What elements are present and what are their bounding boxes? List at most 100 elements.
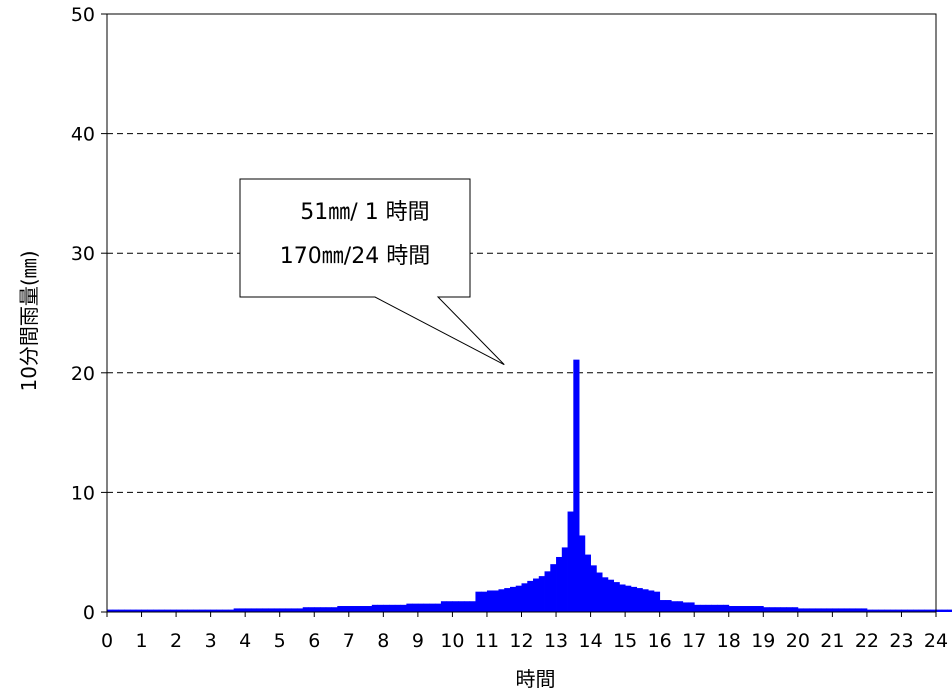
bar-117 bbox=[780, 607, 787, 612]
bar-104 bbox=[705, 604, 712, 612]
bar-40 bbox=[337, 606, 344, 612]
bar-99 bbox=[676, 601, 684, 612]
bar-136 bbox=[889, 609, 897, 612]
x-tick-label-17: 17 bbox=[682, 630, 706, 652]
bar-47 bbox=[377, 604, 384, 612]
bar-114 bbox=[763, 607, 770, 612]
bar-53 bbox=[412, 603, 419, 612]
x-tick-label-3: 3 bbox=[205, 630, 217, 652]
bar-63 bbox=[469, 601, 476, 612]
bar-25 bbox=[250, 608, 258, 612]
bar-79 bbox=[561, 547, 568, 612]
x-axis-title: 時間 bbox=[516, 667, 556, 691]
bar-107 bbox=[723, 604, 730, 612]
x-tick-label-5: 5 bbox=[274, 630, 286, 652]
bar-76 bbox=[544, 571, 551, 612]
callout-box bbox=[239, 178, 505, 366]
bar-101 bbox=[688, 602, 695, 612]
bar-103 bbox=[699, 604, 707, 612]
x-tick-label-24: 24 bbox=[924, 630, 948, 652]
bar-88 bbox=[613, 582, 620, 612]
bar-20 bbox=[222, 609, 229, 612]
bar-92 bbox=[636, 588, 643, 612]
bar-82 bbox=[579, 535, 586, 612]
bar-27 bbox=[262, 608, 269, 612]
x-tick-label-15: 15 bbox=[613, 630, 637, 652]
bar-73 bbox=[527, 580, 534, 612]
bar-93 bbox=[642, 589, 649, 612]
bar-111 bbox=[746, 606, 753, 612]
x-axis-ticks: 0 1 2 3 4 5 6 7 8 9 10 11 12 13 14 15 16 17 18 19 20 21 22 23 24 bbox=[101, 612, 948, 652]
bar-84 bbox=[590, 565, 597, 612]
bar-123 bbox=[815, 608, 822, 612]
bar-127 bbox=[838, 608, 845, 612]
bar-132 bbox=[866, 609, 874, 612]
bar-133 bbox=[872, 609, 879, 612]
bar-96 bbox=[659, 600, 666, 612]
bar-19 bbox=[216, 609, 223, 612]
bar-45 bbox=[366, 606, 373, 612]
bar-11 bbox=[170, 609, 177, 612]
bar-61 bbox=[458, 601, 465, 612]
x-tick-label-11: 11 bbox=[475, 630, 499, 652]
bar-7 bbox=[147, 609, 154, 612]
y-tick-label-40: 40 bbox=[71, 124, 95, 146]
bar-75 bbox=[538, 576, 545, 612]
bar-135 bbox=[884, 609, 891, 612]
bar-100 bbox=[682, 602, 689, 612]
bar-130 bbox=[855, 608, 862, 612]
bar-39 bbox=[331, 607, 338, 612]
bar-18 bbox=[210, 609, 217, 612]
bar-65 bbox=[481, 591, 488, 612]
bar-80 bbox=[567, 511, 574, 612]
annotation-callout: 51㎜/ 1 時間 170㎜/24 時間 bbox=[239, 178, 505, 366]
bar-72 bbox=[521, 583, 528, 612]
bar-105 bbox=[711, 604, 718, 612]
bar-119 bbox=[792, 607, 799, 612]
bar-34 bbox=[302, 607, 309, 612]
x-tick-label-22: 22 bbox=[855, 630, 879, 652]
bar-12 bbox=[176, 609, 183, 612]
bar-8 bbox=[153, 609, 160, 612]
x-tick-label-14: 14 bbox=[578, 630, 602, 652]
bar-58 bbox=[440, 601, 448, 612]
bar-3 bbox=[124, 609, 131, 612]
x-tick-label-12: 12 bbox=[509, 630, 533, 652]
x-tick-label-10: 10 bbox=[440, 630, 464, 652]
gridlines bbox=[107, 133, 936, 493]
bar-46 bbox=[371, 604, 378, 612]
x-tick-label-23: 23 bbox=[889, 630, 913, 652]
x-tick-label-2: 2 bbox=[170, 630, 182, 652]
x-tick-label-21: 21 bbox=[820, 630, 844, 652]
x-tick-label-0: 0 bbox=[101, 630, 113, 652]
x-tick-label-4: 4 bbox=[239, 630, 251, 652]
x-tick-label-7: 7 bbox=[343, 630, 355, 652]
bar-54 bbox=[417, 603, 425, 612]
bar-37 bbox=[320, 607, 327, 612]
bar-67 bbox=[492, 590, 499, 612]
bar-87 bbox=[607, 579, 615, 612]
y-tick-label-0: 0 bbox=[83, 602, 95, 624]
bar-113 bbox=[757, 606, 764, 612]
bar-50 bbox=[394, 604, 402, 612]
bar-125 bbox=[826, 608, 833, 612]
bar-91 bbox=[630, 586, 638, 612]
x-tick-label-9: 9 bbox=[412, 630, 424, 652]
bar-44 bbox=[360, 606, 367, 612]
bar-16 bbox=[199, 609, 206, 612]
bar-66 bbox=[486, 590, 494, 612]
bar-129 bbox=[849, 608, 856, 612]
bar-41 bbox=[343, 606, 350, 612]
x-tick-label-1: 1 bbox=[135, 630, 147, 652]
bar-29 bbox=[273, 608, 281, 612]
bar-139 bbox=[907, 609, 914, 612]
bar-78 bbox=[556, 556, 563, 612]
bar-83 bbox=[584, 554, 591, 612]
bar-0 bbox=[107, 609, 114, 612]
bar-90 bbox=[625, 585, 632, 612]
bar-85 bbox=[596, 572, 603, 612]
bar-36 bbox=[314, 607, 321, 612]
bar-74 bbox=[533, 578, 540, 612]
y-tick-label-20: 20 bbox=[71, 363, 95, 385]
